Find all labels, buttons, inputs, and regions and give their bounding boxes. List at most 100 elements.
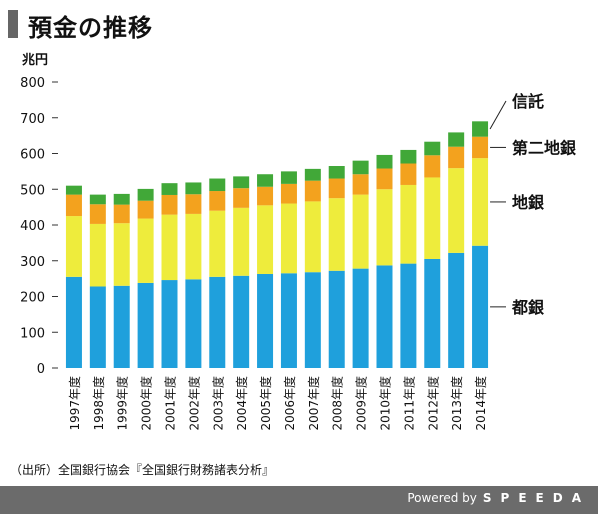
bar-segment-2 [65, 216, 82, 277]
bar-segment-2 [376, 189, 393, 266]
bar-segment-1 [209, 276, 226, 368]
y-tick-label: 400 [20, 219, 45, 234]
x-tick-label: 2002年度 [186, 376, 201, 431]
powered-by-label: Powered by [407, 491, 477, 505]
bar-segment-4 [185, 182, 202, 195]
bar-segment-3 [472, 136, 489, 159]
bar-segment-4 [400, 149, 417, 164]
series-leader-line [489, 100, 507, 130]
bar-segment-1 [65, 276, 82, 368]
bar-segment-3 [137, 200, 154, 219]
x-tick-label: 2001年度 [163, 376, 178, 431]
bar-segment-4 [65, 185, 82, 195]
x-tick-label: 2004年度 [234, 376, 249, 431]
y-tick-label: 800 [20, 76, 45, 91]
footer-credit: Powered by SPEEDA [407, 491, 590, 505]
bar-segment-4 [376, 154, 393, 169]
x-tick-label: 2013年度 [449, 376, 464, 431]
bar-segment-4 [424, 141, 441, 156]
bar-segment-4 [209, 178, 226, 192]
x-tick-label: 2008年度 [330, 376, 345, 431]
x-tick-label: 1999年度 [115, 376, 130, 431]
series-label: 地銀 [512, 193, 544, 212]
bar-segment-3 [400, 163, 417, 185]
bar-segment-3 [209, 191, 226, 211]
bar-segment-4 [472, 121, 489, 137]
bar-segment-3 [424, 155, 441, 178]
bar-segment-3 [113, 204, 130, 224]
bar-segment-2 [209, 210, 226, 277]
bar-segment-2 [448, 168, 465, 253]
bar-segment-4 [280, 171, 297, 184]
bar-segment-4 [352, 160, 369, 175]
x-tick-label: 2014年度 [473, 376, 488, 431]
footer-bar: Powered by SPEEDA [0, 486, 598, 514]
bar-segment-1 [185, 279, 202, 368]
bar-segment-1 [448, 252, 465, 368]
bar-segment-1 [352, 268, 369, 368]
bar-segment-1 [257, 273, 274, 368]
bar-segment-2 [328, 198, 345, 271]
x-tick-label: 2003年度 [210, 376, 225, 431]
bar-segment-4 [304, 168, 321, 181]
x-tick-label: 2011年度 [401, 376, 416, 431]
bar-segment-4 [137, 188, 154, 201]
bar-segment-2 [400, 184, 417, 264]
bar-segment-2 [233, 207, 250, 276]
bar-segment-1 [472, 245, 489, 368]
bar-segment-3 [448, 146, 465, 169]
bar-segment-2 [472, 158, 489, 246]
x-tick-label: 1998年度 [91, 376, 106, 431]
bar-segment-1 [233, 275, 250, 368]
bar-segment-1 [161, 280, 178, 368]
bar-segment-2 [304, 201, 321, 273]
bar-segment-3 [89, 204, 106, 224]
stacked-bar-chart: 兆円 0 100 200 300 400 500 600 700 800 1997年度 1998年度 1… [20, 52, 576, 431]
bar-segment-2 [161, 214, 178, 281]
bar-segment-2 [257, 205, 274, 274]
bar-segment-2 [280, 203, 297, 274]
bar-segment-2 [185, 213, 202, 280]
bar-segment-3 [65, 194, 82, 217]
bar-segment-4 [328, 166, 345, 179]
x-tick-label: 2006年度 [282, 376, 297, 431]
bar-segment-4 [233, 176, 250, 189]
bar-segment-2 [137, 218, 154, 283]
bar-segment-3 [304, 180, 321, 202]
bar-segment-1 [376, 265, 393, 368]
brand-logo: SPEEDA [482, 491, 590, 505]
source-note: （出所）全国銀行協会『全国銀行財務諸表分析』 [10, 463, 275, 477]
bar-segment-3 [233, 188, 250, 208]
series-label: 信託 [512, 92, 544, 111]
bar-segment-1 [137, 282, 154, 368]
bar-segment-1 [400, 263, 417, 368]
y-tick-label: 200 [20, 291, 45, 306]
bar-segment-2 [113, 223, 130, 286]
bar-segment-3 [161, 194, 178, 215]
bar-segment-3 [352, 174, 369, 195]
bar-segment-1 [113, 285, 130, 368]
bar-segment-2 [89, 223, 106, 287]
bar-segment-3 [185, 194, 202, 214]
title-accent-bar [8, 10, 18, 38]
bar-segment-1 [304, 272, 321, 368]
bar-segment-3 [328, 178, 345, 199]
bar-segment-2 [352, 194, 369, 269]
bar-segment-2 [424, 177, 441, 259]
y-tick-label: 600 [20, 148, 45, 163]
bar-segment-4 [257, 174, 274, 187]
bar-segment-1 [89, 286, 106, 368]
y-tick-label: 700 [20, 112, 45, 127]
bar-segment-4 [161, 183, 178, 195]
x-tick-label: 2007年度 [306, 376, 321, 431]
series-label: 第二地銀 [512, 138, 576, 157]
x-tick-label: 2010年度 [378, 376, 393, 431]
x-tick-label: 2000年度 [139, 376, 154, 431]
y-tick-label: 500 [20, 183, 45, 198]
x-tick-label: 2012年度 [425, 376, 440, 431]
bar-segment-4 [448, 132, 465, 147]
bar-segment-1 [280, 273, 297, 368]
y-tick-label: 0 [37, 362, 45, 377]
series-label: 都銀 [511, 298, 544, 317]
y-tick-label: 300 [20, 255, 45, 270]
